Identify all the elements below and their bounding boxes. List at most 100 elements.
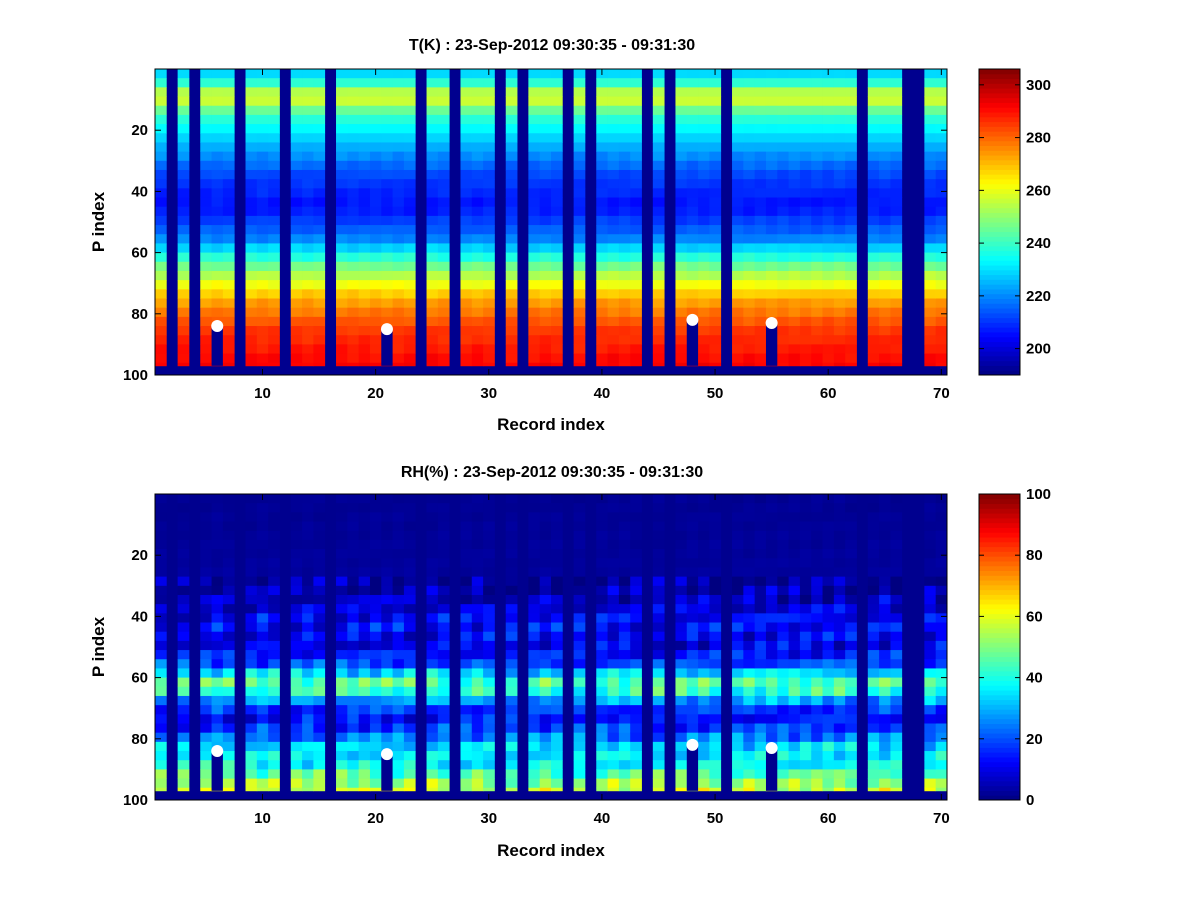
heatmap-cell (743, 326, 756, 336)
heatmap-cell (845, 124, 857, 134)
heatmap-cell (313, 686, 326, 697)
heatmap-cell (777, 503, 789, 513)
heatmap-cell (302, 353, 314, 364)
heatmap-cell (732, 530, 744, 541)
heatmap-cell (652, 353, 665, 364)
heatmap-cell (754, 151, 767, 162)
heatmap-cell (732, 243, 744, 253)
heatmap-cell (709, 114, 722, 125)
heatmap-cell (528, 686, 541, 697)
heatmap-cell (833, 252, 846, 263)
heatmap-cell (336, 298, 348, 309)
heatmap-cell (686, 539, 699, 550)
heatmap-cell (811, 362, 823, 367)
heatmap-cell (607, 558, 620, 568)
heatmap-cell (924, 677, 937, 688)
heatmap-cell (268, 521, 280, 532)
heatmap-cell (347, 723, 360, 734)
heatmap-cell (788, 270, 801, 281)
heatmap-cell (437, 169, 450, 180)
heatmap-cell (437, 326, 450, 336)
heatmap-cell (732, 567, 744, 578)
heatmap-cell (573, 151, 586, 162)
heatmap-cell (743, 494, 756, 504)
heatmap-cell (222, 96, 235, 107)
heatmap-cell (177, 494, 190, 504)
heatmap-cell (732, 87, 744, 97)
heatmap-cell (777, 512, 789, 522)
heatmap-cell (551, 307, 563, 318)
heatmap-cell (200, 307, 212, 318)
heatmap-cell (471, 659, 484, 669)
heatmap-cell (302, 714, 314, 724)
heatmap-cell (347, 206, 360, 217)
heatmap-cell (822, 179, 835, 189)
heatmap-cell (652, 335, 665, 345)
heatmap-cell (607, 362, 620, 367)
heatmap-cell (867, 114, 880, 125)
heatmap-cell (256, 362, 269, 367)
heatmap-cell (845, 307, 857, 318)
heatmap-cell (811, 787, 823, 792)
heatmap-cell (471, 714, 484, 724)
heatmap-cell (426, 714, 439, 724)
heatmap-cell (336, 778, 348, 789)
heatmap-cell (245, 549, 258, 559)
colorbar-swatch (979, 776, 1020, 782)
heatmap-cell (833, 640, 846, 651)
heatmap-cell (471, 686, 484, 697)
heatmap-cell (222, 567, 235, 578)
heatmap-cell (765, 622, 778, 633)
heatmap-cell (743, 270, 756, 281)
heatmap-cell (924, 197, 937, 208)
heatmap-cell (867, 650, 880, 660)
heatmap-cell (596, 362, 608, 367)
heatmap-cell (811, 650, 823, 660)
heatmap-cell (879, 169, 891, 180)
temperature-axes-frame (154, 68, 948, 376)
heatmap-cell (867, 344, 880, 354)
heatmap-cell (256, 96, 269, 107)
heatmap-cell (788, 160, 801, 171)
heatmap-cell (381, 705, 393, 715)
heatmap-cell (573, 105, 586, 116)
heatmap-cell (302, 567, 314, 578)
heatmap-cell (268, 362, 280, 367)
heatmap-cell (392, 252, 405, 263)
heatmap-cell (369, 78, 382, 88)
heatmap-cell (630, 512, 642, 522)
heatmap-cell (471, 503, 484, 513)
heatmap-cell (369, 105, 382, 116)
heatmap-cell (177, 78, 190, 88)
heatmap-cell (256, 714, 269, 724)
heatmap-cell (698, 741, 710, 752)
heatmap-cell (290, 751, 303, 761)
colorbar-swatch (979, 494, 1020, 500)
heatmap-cell (799, 78, 812, 88)
heatmap-cell (460, 289, 473, 299)
heatmap-cell (155, 576, 167, 587)
heatmap-cell (811, 133, 823, 143)
heatmap-cell (754, 723, 767, 734)
heatmap-cell (777, 604, 789, 614)
heatmap-cell (392, 142, 405, 153)
heatmap-cell (505, 243, 518, 253)
heatmap-cell (845, 326, 857, 336)
heatmap-cell (698, 659, 710, 669)
heatmap-cell (811, 243, 823, 253)
heatmap-cell (392, 714, 405, 724)
heatmap-cell (460, 215, 473, 226)
heatmap-cell (528, 105, 541, 116)
heatmap-cell (177, 751, 190, 761)
heatmap-cell (302, 530, 314, 541)
heatmap-cell (336, 677, 348, 688)
heatmap-cell (845, 243, 857, 253)
heatmap-cell (336, 769, 348, 779)
heatmap-cell (822, 78, 835, 88)
heatmap-cell (551, 530, 563, 541)
heatmap-cell (336, 640, 348, 651)
heatmap-cell (528, 723, 541, 734)
heatmap-cell (200, 188, 212, 198)
heatmap-cell (155, 778, 167, 789)
heatmap-cell (460, 169, 473, 180)
